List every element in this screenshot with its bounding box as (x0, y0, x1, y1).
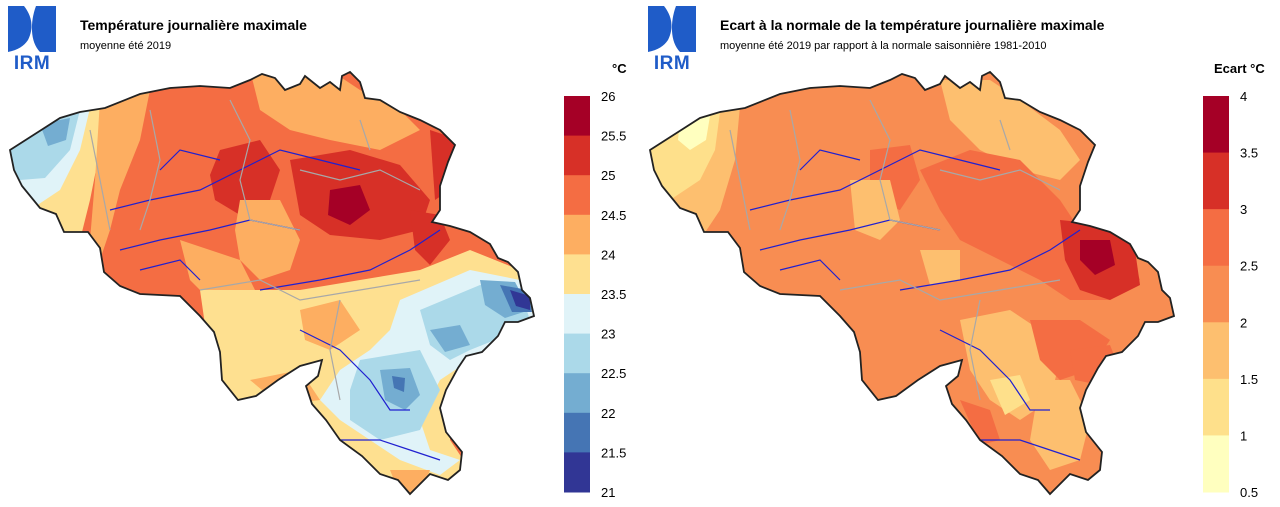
legend-swatch (1203, 265, 1229, 323)
legend-tick-label: 25.5 (601, 129, 626, 144)
legend-tick-label: 22.5 (601, 366, 626, 381)
legend-swatch (564, 412, 590, 453)
legend-tick-label: 2 (1240, 315, 1247, 330)
legend-tick-label: 2.5 (1240, 259, 1258, 274)
legend-tick-label: 21 (601, 485, 615, 500)
left-map-panel: IRM Température journalière maximale moy… (6, 6, 627, 500)
legend-swatch (564, 294, 590, 335)
irm-logo-mark (648, 6, 696, 52)
legend-swatch (1203, 209, 1229, 267)
legend-tick-label: 26 (601, 89, 615, 104)
legend-tick-label: 4 (1240, 89, 1247, 104)
legend-tick-label: 3.5 (1240, 146, 1258, 161)
legend-swatch (564, 254, 590, 295)
anomaly-legend: 4 3.5 3 2.5 2 1.5 1 0.5 (1203, 89, 1258, 500)
legend-swatch (1203, 152, 1229, 210)
legend-tick-label: 3 (1240, 202, 1247, 217)
irm-logo: IRM (646, 6, 698, 74)
legend-swatch (564, 373, 590, 414)
legend-unit: °C (612, 61, 627, 76)
legend-tick-label: 1 (1240, 428, 1247, 443)
legend-swatch (564, 214, 590, 255)
belgium-temperature-map (9, 71, 535, 495)
legend-tick-label: 23 (601, 327, 615, 342)
map-subtitle: moyenne été 2019 par rapport à la normal… (720, 40, 1047, 52)
legend-swatch (564, 452, 590, 493)
legend-tick-label: 22 (601, 406, 615, 421)
legend-tick-label: 21.5 (601, 445, 626, 460)
legend-swatch (1203, 435, 1229, 493)
legend-swatch (564, 175, 590, 216)
legend-tick-label: 23.5 (601, 287, 626, 302)
right-map-panel: IRM Ecart à la normale de la température… (640, 0, 1280, 507)
irm-logo-text: IRM (653, 53, 691, 74)
legend-swatch (1203, 378, 1229, 436)
legend-swatch (1203, 96, 1229, 154)
legend-tick-label: 0.5 (1240, 485, 1258, 500)
legend-swatch (564, 96, 590, 137)
map-title: Température journalière maximale (80, 17, 307, 33)
irm-logo: IRM (6, 6, 58, 74)
legend-tick-label: 24.5 (601, 208, 626, 223)
belgium-anomaly-map (649, 71, 1175, 495)
irm-logo-text: IRM (13, 53, 51, 74)
irm-logo-mark (8, 6, 56, 52)
legend-swatch (564, 135, 590, 176)
legend-unit: Ecart °C (1214, 61, 1265, 76)
legend-tick-label: 25 (601, 168, 615, 183)
map-subtitle: moyenne été 2019 (80, 40, 172, 52)
legend-tick-label: 1.5 (1240, 372, 1258, 387)
legend-swatch (1203, 322, 1229, 380)
legend-tick-label: 24 (601, 247, 615, 262)
temperature-legend: 26 25.5 25 24.5 24 23.5 23 22.5 22 21.5 21 (564, 89, 626, 500)
legend-swatch (564, 333, 590, 374)
map-title: Ecart à la normale de la température jou… (720, 17, 1105, 33)
